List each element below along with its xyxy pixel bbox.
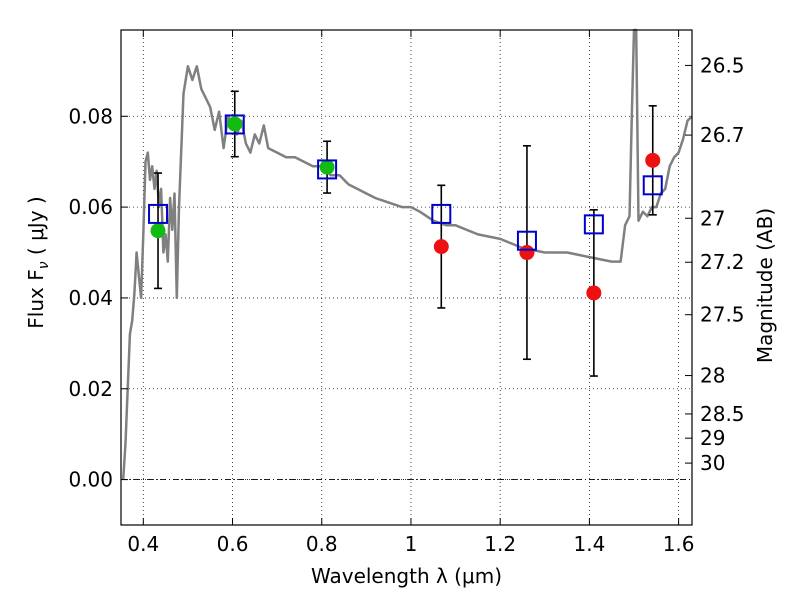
mag-tick-label: 30: [700, 451, 725, 475]
x-tick-label: 0.6: [217, 532, 249, 556]
red-data-point: [645, 152, 661, 168]
mag-tick-label: 26.7: [700, 123, 745, 147]
model-photometry-square: [642, 175, 663, 196]
x-tick-label: 0.8: [306, 532, 338, 556]
x-tick-label: 0.4: [127, 532, 159, 556]
x-tick-label: 1.4: [573, 532, 605, 556]
model-layer: [121, 28, 693, 480]
y-axis-label-unit: ( μJy ): [24, 196, 48, 261]
y-axis-label-main: Flux F: [24, 269, 48, 328]
model-photometry-square: [317, 159, 338, 180]
x-tick-label: 1: [405, 532, 418, 556]
red-data-point: [433, 239, 449, 255]
mag-tick-label: 29: [700, 426, 725, 450]
mag-tick-label: 28: [700, 364, 725, 388]
x-tick-label: 1.2: [484, 532, 516, 556]
model-photometry-square: [431, 203, 452, 224]
plot-frame: [120, 29, 693, 526]
x-tick-label: 1.6: [663, 532, 695, 556]
marker-layer: [148, 114, 663, 301]
red-data-point: [586, 285, 602, 301]
x-axis-label: Wavelength λ (μm): [311, 564, 502, 588]
mag-tick-label: 26.5: [700, 53, 745, 77]
model-photometry-square: [148, 203, 169, 224]
mag-tick-label: 27: [700, 206, 725, 230]
green-data-point: [227, 116, 243, 132]
y-axis-label: Flux Fν ( μJy ): [24, 196, 52, 328]
model-photometry-square: [516, 230, 537, 251]
red-data-point: [519, 245, 535, 261]
model-photometry-square: [583, 214, 604, 235]
model-photometry-square: [224, 114, 245, 135]
mag-tick-label: 27.2: [700, 250, 745, 274]
mag-tick-label: 27.5: [700, 303, 745, 327]
green-data-point: [150, 223, 166, 239]
y-tick-label: 0.04: [68, 286, 113, 310]
y-tick-label: 0.08: [68, 104, 113, 128]
y-tick-label: 0.02: [68, 377, 113, 401]
right-axis-label: Magnitude (AB): [753, 208, 777, 363]
ticks-layer: 0.4 0.6 0.8 1 1.2 1.4 1.6 0.00 0.02 0.04 0.06 0.08 2…: [68, 30, 745, 556]
y-axis-label-subscript: ν: [36, 261, 52, 269]
green-data-point: [319, 159, 335, 175]
model-sed-line: [121, 28, 693, 480]
y-tick-label: 0.06: [68, 195, 113, 219]
grid-layer: [121, 30, 692, 525]
mag-tick-label: 28.5: [700, 402, 745, 426]
y-tick-label: 0.00: [68, 468, 113, 492]
